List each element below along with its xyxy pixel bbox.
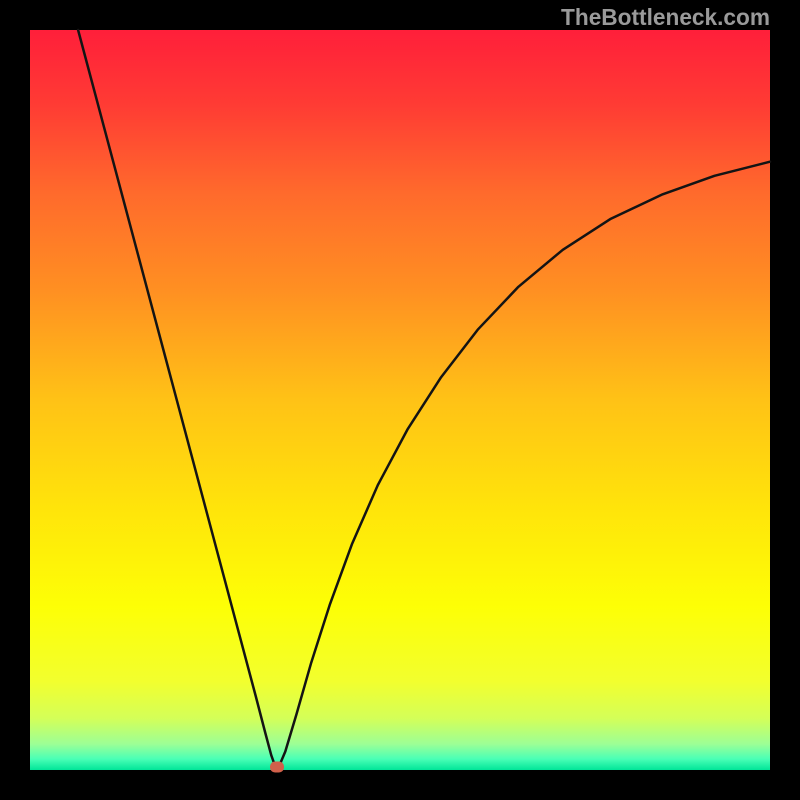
optimum-marker: [270, 762, 284, 773]
bottleneck-curve-left: [78, 30, 275, 766]
bottleneck-curve-right: [279, 162, 770, 766]
chart-container: TheBottleneck.com: [0, 0, 800, 800]
curve-layer: [0, 0, 800, 800]
watermark-text: TheBottleneck.com: [561, 4, 770, 31]
